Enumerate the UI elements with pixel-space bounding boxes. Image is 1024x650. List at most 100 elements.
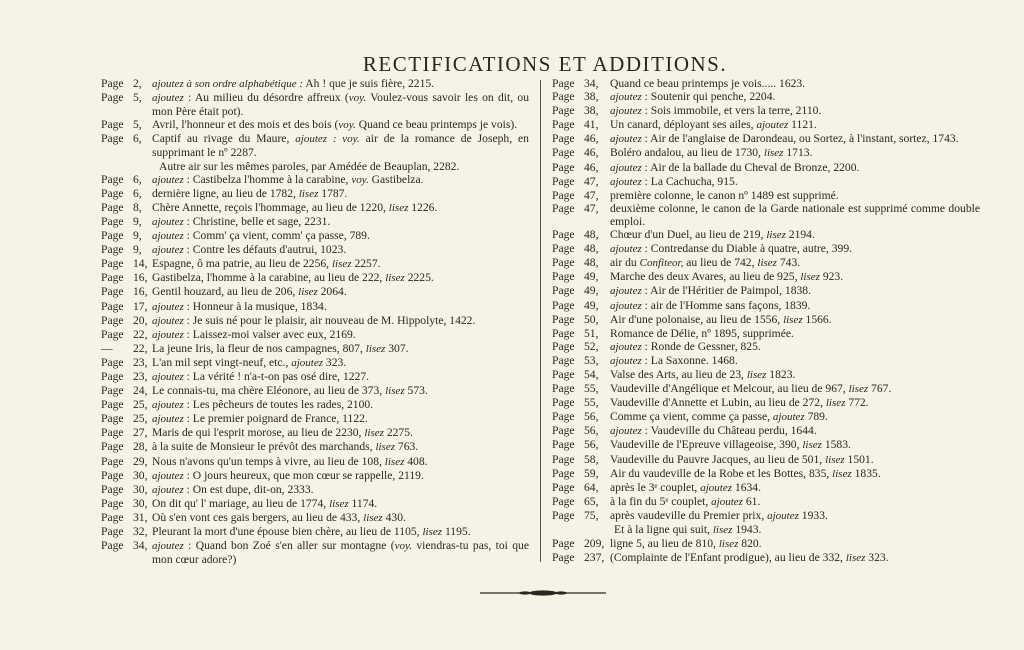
page-reference: Page 53,: [552, 354, 610, 367]
text-segment: : Le premier poignard de France, 1122.: [183, 412, 368, 426]
correction-entry: Page 237, (Complainte de l'Enfant prodigue…: [552, 551, 980, 565]
page-reference: Page 25,: [101, 398, 152, 411]
page-label: Page: [101, 510, 124, 524]
text-segment: 1583.: [821, 438, 851, 452]
page-label: Page: [552, 551, 575, 565]
text-segment: ligne 5, au lieu de 810,: [610, 537, 719, 551]
italic-text: ajoutez: [152, 300, 184, 313]
text-segment: : Christine, belle et sage, 2231.: [183, 214, 331, 228]
correction-entry: Page 50, Air d'une polonaise, au lieu de 1…: [552, 313, 980, 327]
page-label: Page: [552, 132, 575, 146]
page-label: —: [101, 341, 113, 355]
text-segment: Gastibelza, l'homme à la carabine, au li…: [152, 271, 386, 285]
correction-entry: Page 23, L'an mil sept vingt-neuf, etc., a…: [101, 356, 529, 370]
page-number: 17,: [133, 299, 148, 313]
page-number: 25,: [133, 412, 148, 426]
correction-entry: Page 55, Vaudeville d'Annette et Lubin, au…: [552, 396, 980, 410]
right-column: Page 34, Quand ce beau printemps je vois..…: [552, 77, 980, 565]
page-reference: Page 48,: [552, 242, 610, 255]
page-reference: Page 2,: [101, 77, 152, 90]
page-label: Page: [101, 355, 124, 369]
page-label: Page: [101, 369, 124, 383]
italic-text: ajoutez: [610, 243, 642, 256]
page-reference: Page 6,: [101, 173, 152, 186]
page-number: 16,: [133, 271, 148, 285]
entry-text: Où s'en vont ces gais bergers, au lieu d…: [152, 511, 529, 525]
page-reference: Page 209,: [552, 537, 610, 550]
text-segment: 1226.: [408, 200, 438, 214]
italic-text: lisez: [365, 342, 386, 355]
page-label: Page: [101, 496, 124, 510]
text-segment: 1713.: [783, 146, 813, 160]
italic-text: lisez: [298, 286, 318, 299]
text-segment: : On est dupe, dit-on, 2333.: [183, 482, 314, 496]
correction-entry: — 22, La jeune Iris, la fleur de nos campa…: [101, 342, 529, 356]
italic-text: ajoutez : voy.: [295, 133, 360, 146]
italic-text: ajoutez: [152, 399, 184, 412]
page-reference: Page 52,: [552, 340, 610, 353]
page-reference: Page 56,: [552, 438, 610, 451]
page-number: 2,: [133, 77, 142, 90]
italic-text: lisez: [385, 385, 405, 398]
column-divider: [540, 80, 541, 562]
page-reference: Page 27,: [101, 426, 152, 439]
text-segment: 2257.: [351, 257, 381, 271]
page-label: Page: [552, 424, 575, 438]
correction-entry: Page 65, à la fin du 5ᵉ couplet, ajoutez 6…: [552, 495, 980, 509]
correction-entry: Page 41, Un canard, déployant ses ailes, a…: [552, 118, 980, 132]
correction-entry: Page 9, ajoutez : Christine, belle et sage…: [101, 215, 529, 229]
page-label: Page: [552, 104, 575, 118]
page-reference: Page 28,: [101, 440, 152, 453]
page-reference: Page 34,: [552, 77, 610, 90]
page-reference: Page 55,: [552, 396, 610, 409]
page-number: 23,: [133, 369, 148, 383]
correction-entry: Page 49, ajoutez : air de l'Homme sans faç…: [552, 299, 980, 313]
correction-entry: Et à la ligne qui suit, lisez 1943.: [552, 523, 980, 537]
correction-entry: Page 25, ajoutez : Le premier poignard de …: [101, 412, 529, 426]
text-segment: : Castibelza l'homme à la carabine,: [183, 172, 352, 186]
page-label: Page: [101, 482, 124, 496]
italic-text: lisez: [718, 538, 739, 551]
entry-text: (Complainte de l'Enfant prodigue), au li…: [610, 551, 980, 565]
text-segment: Chère Annette, reçois l'hommage, au lieu…: [152, 200, 389, 214]
text-segment: air du: [610, 256, 640, 270]
page-number: 20,: [133, 313, 148, 327]
page-reference: Page 237,: [552, 551, 610, 564]
entry-text: ajoutez à son ordre alphabétique : Ah ! …: [152, 77, 529, 91]
page-number: 46,: [584, 132, 599, 146]
text-segment: 743.: [776, 256, 801, 270]
page-label: Page: [552, 174, 575, 188]
page-number: 56,: [584, 410, 599, 424]
page-label: Page: [101, 539, 124, 553]
italic-text: ajoutez: [152, 540, 184, 553]
text-segment: 307.: [385, 341, 409, 355]
text-segment: 1835.: [851, 466, 881, 480]
text-segment: Pleurant la mort d'une épouse bien chère…: [152, 525, 423, 538]
page-label: Page: [552, 90, 575, 104]
entry-text: Espagne, ô ma patrie, au lieu de 2256, l…: [152, 257, 529, 271]
italic-text: ajoutez: [610, 340, 642, 353]
page-number: 24,: [133, 384, 148, 398]
entry-text: ajoutez : Air de la ballade du Cheval de…: [610, 161, 980, 175]
page-label: Page: [101, 91, 124, 105]
text-segment: 2194.: [785, 228, 815, 242]
text-segment: Vaudeville de l'Epreuve villageoise, 390…: [610, 438, 803, 452]
correction-entry: Page 34, Quand ce beau printemps je vois..…: [552, 77, 980, 90]
correction-entry: Page 48, Chœur d'un Duel, au lieu de 219, …: [552, 228, 980, 242]
text-segment: 1195.: [442, 525, 471, 538]
entry-text: Captif au rivage du Maure, ajoutez : voy…: [152, 132, 529, 159]
page-label: Page: [552, 270, 575, 284]
correction-entry: Page 8, Chère Annette, reçois l'hommage, a…: [101, 201, 529, 215]
entry-text: ajoutez : Christine, belle et sage, 2231…: [152, 215, 529, 229]
page-label: Page: [552, 537, 575, 551]
entry-text: Quand ce beau printemps je vois..... 162…: [610, 77, 980, 90]
text-segment: Quand ce beau printemps je vois..... 162…: [610, 77, 806, 90]
text-segment: 573.: [404, 384, 428, 398]
page-label: Page: [552, 160, 575, 174]
entry-text: ajoutez : Le premier poignard de France,…: [152, 412, 529, 426]
entry-text: ajoutez : La vérité ! n'a-t-on pas osé d…: [152, 370, 529, 384]
page-number: 65,: [584, 494, 599, 508]
page-number: 58,: [584, 452, 599, 466]
correction-entry: Page 47, ajoutez : La Cachucha, 915.: [552, 175, 980, 189]
italic-text: lisez: [783, 313, 803, 326]
